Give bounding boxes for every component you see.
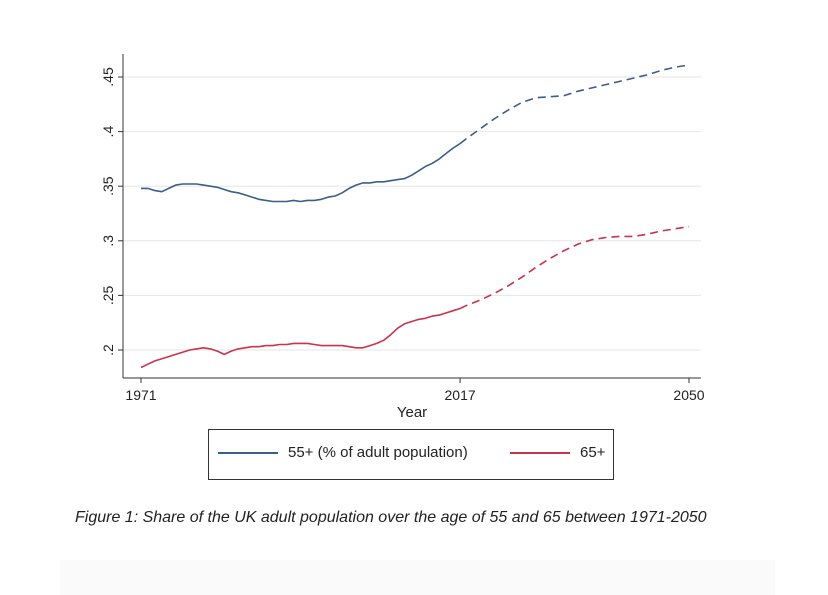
y-tick-label: .25 [100,285,116,305]
legend-item-65plus: 65+ [510,444,605,461]
series-65plus-line [140,307,461,369]
legend-item-55plus: 55+ (% of adult population) [218,444,468,461]
series-65plus-projection-line [459,225,690,310]
series-55plus-line [141,142,461,203]
legend-swatch-55plus [218,451,278,454]
series-lines [140,64,690,369]
line-chart: .2 .25 .3 .35 .4 .45 1971 2017 2050 Year [100,54,705,421]
grid-lines [123,76,701,351]
legend-swatch-65plus [510,451,570,454]
x-tick-label: 1971 [125,387,156,403]
legend: 55+ (% of adult population) 65+ [208,429,614,480]
x-tick-label: 2050 [673,387,704,403]
y-tick-label: .35 [100,176,116,196]
y-tick-label: .45 [100,67,116,87]
x-tick-label: 2017 [445,387,476,403]
legend-label-65plus: 65+ [580,444,606,461]
x-axis-title: Year [397,404,427,421]
legend-label-55plus: 55+ (% of adult population) [288,444,468,461]
series-55plus-projection-line [459,64,690,145]
figure-caption: Figure 1: Share of the UK adult populati… [75,509,707,526]
tick-labels: .2 .25 .3 .35 .4 .45 1971 2017 2050 [100,67,705,403]
axes [118,54,701,383]
y-tick-label: .4 [100,126,116,138]
footer-band [60,560,775,595]
y-tick-label: .3 [100,235,116,247]
y-tick-label: .2 [100,344,116,356]
